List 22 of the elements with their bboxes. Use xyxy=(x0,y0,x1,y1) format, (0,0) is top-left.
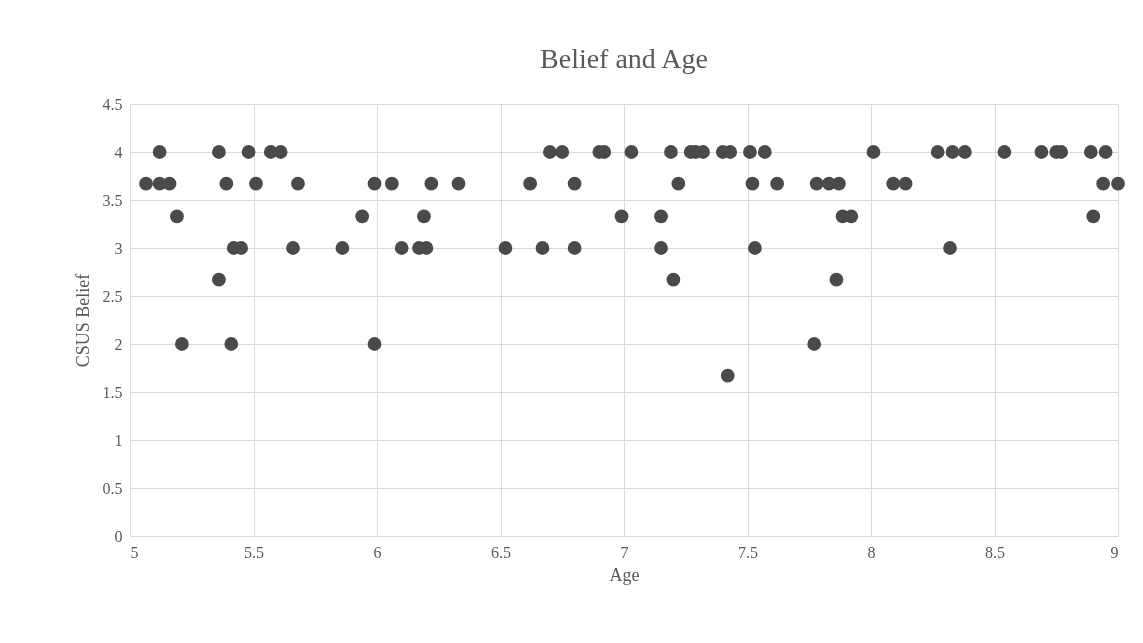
x-tick-label: 8.5 xyxy=(985,543,1005,561)
x-tick-label: 5 xyxy=(130,543,139,561)
y-tick-label: 4 xyxy=(114,143,123,161)
y-tick-label: 0 xyxy=(114,527,123,545)
x-tick-label: 7.5 xyxy=(738,543,758,561)
y-tick-label: 2 xyxy=(114,335,123,353)
x-tick-label: 9 xyxy=(1110,543,1119,561)
y-tick-label: 0.5 xyxy=(102,479,123,497)
y-tick-label: 3 xyxy=(114,239,123,257)
y-axis-title: CSUS Belief xyxy=(72,273,93,368)
y-tick-label: 1 xyxy=(114,431,123,449)
x-tick-label: 6 xyxy=(373,543,382,561)
y-tick-label: 1.5 xyxy=(102,383,123,401)
y-tick-label: 2.5 xyxy=(102,287,123,305)
x-tick-label: 5.5 xyxy=(244,543,264,561)
x-tick-label: 8 xyxy=(867,543,876,561)
y-tick-label: 3.5 xyxy=(102,191,123,209)
x-tick-label: 6.5 xyxy=(491,543,511,561)
x-tick-label: 7 xyxy=(620,543,629,561)
chart-title: Belief and Age xyxy=(540,43,708,74)
y-tick-label: 4.5 xyxy=(102,95,123,113)
x-axis-title: Age xyxy=(609,564,640,585)
